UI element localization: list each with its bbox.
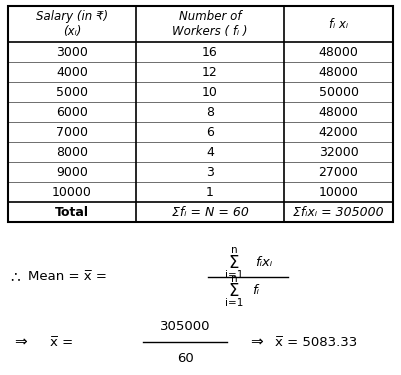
Text: 10: 10 — [202, 86, 218, 99]
Text: Σ: Σ — [229, 254, 239, 272]
Text: 32000: 32000 — [319, 146, 358, 159]
Bar — [8, 6, 393, 222]
Text: 9000: 9000 — [56, 165, 88, 178]
Text: 6: 6 — [206, 126, 214, 138]
Text: 60: 60 — [176, 351, 193, 364]
Text: i=1: i=1 — [225, 270, 243, 280]
Text: 10000: 10000 — [318, 186, 358, 198]
Text: 10000: 10000 — [52, 186, 92, 198]
Text: Σ: Σ — [229, 282, 239, 300]
Text: 4000: 4000 — [56, 66, 88, 78]
Text: 6000: 6000 — [56, 105, 88, 118]
Text: 8: 8 — [206, 105, 214, 118]
Text: 3: 3 — [206, 165, 214, 178]
Text: Total: Total — [55, 206, 89, 219]
Text: ⇒: ⇒ — [14, 334, 27, 350]
Text: Σfᵢxᵢ = 305000: Σfᵢxᵢ = 305000 — [293, 206, 384, 219]
Text: fᵢ xᵢ: fᵢ xᵢ — [329, 18, 348, 30]
Text: fᵢ: fᵢ — [253, 285, 259, 297]
Text: n: n — [231, 245, 237, 255]
Text: ∴: ∴ — [10, 270, 20, 285]
Text: 5000: 5000 — [56, 86, 88, 99]
Text: Salary (in ₹)
(xᵢ): Salary (in ₹) (xᵢ) — [36, 10, 108, 38]
Text: 50000: 50000 — [318, 86, 358, 99]
Text: 42000: 42000 — [319, 126, 358, 138]
Text: 4: 4 — [206, 146, 214, 159]
Text: n: n — [231, 274, 237, 284]
Text: 12: 12 — [202, 66, 218, 78]
Text: fᵢxᵢ: fᵢxᵢ — [255, 256, 273, 270]
Text: 3000: 3000 — [56, 45, 88, 58]
Text: 1: 1 — [206, 186, 214, 198]
Text: x̅ =: x̅ = — [50, 336, 73, 348]
Text: Number of
Workers ( fᵢ ): Number of Workers ( fᵢ ) — [172, 10, 248, 38]
Text: 48000: 48000 — [318, 45, 358, 58]
Text: 48000: 48000 — [318, 66, 358, 78]
Text: i=1: i=1 — [225, 298, 243, 308]
Text: 48000: 48000 — [318, 105, 358, 118]
Text: Mean = x̅ =: Mean = x̅ = — [28, 270, 107, 284]
Text: 7000: 7000 — [56, 126, 88, 138]
Text: 305000: 305000 — [160, 320, 210, 333]
Text: 27000: 27000 — [318, 165, 358, 178]
Text: 16: 16 — [202, 45, 218, 58]
Text: ⇒: ⇒ — [250, 334, 263, 350]
Text: Σfᵢ = N = 60: Σfᵢ = N = 60 — [172, 206, 249, 219]
Text: x̅ = 5083.33: x̅ = 5083.33 — [275, 336, 357, 348]
Text: 8000: 8000 — [56, 146, 88, 159]
